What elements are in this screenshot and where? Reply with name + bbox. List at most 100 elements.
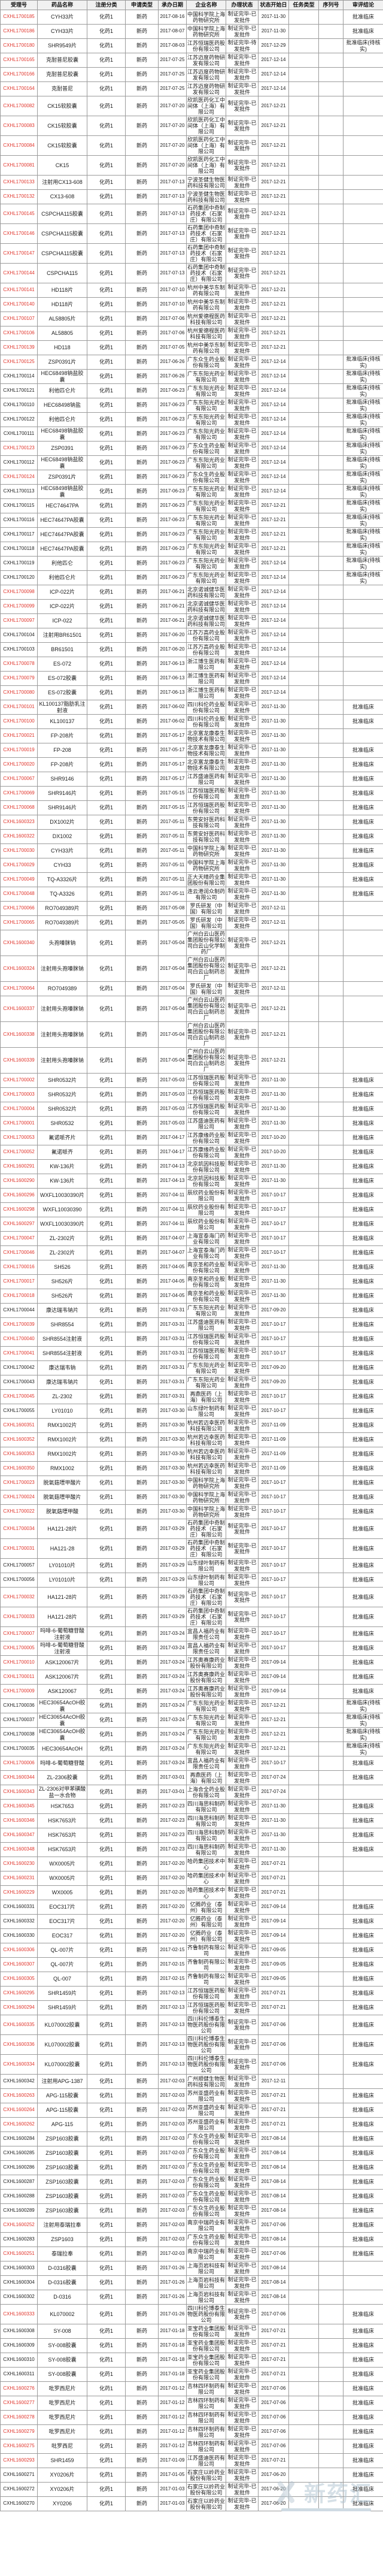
acceptance-no-link[interactable]: CXHL1600306 [3, 1947, 35, 1953]
acceptance-no-link[interactable]: CXHL1700048 [3, 891, 35, 897]
acceptance-no-link[interactable]: CXHL1700180 [3, 43, 35, 49]
acceptance-no-link[interactable]: CXHL1700002 [3, 1077, 35, 1083]
acceptance-no-link[interactable]: CXHL1700082 [3, 102, 35, 108]
acceptance-no-link[interactable]: CXHL1700024 [3, 1494, 35, 1500]
acceptance-no-link[interactable]: CXHL1700164 [3, 86, 35, 92]
acceptance-no-link[interactable]: CXHL1700016 [3, 1264, 35, 1270]
acceptance-no-link[interactable]: CXHL1600298 [3, 1207, 35, 1213]
acceptance-no-link[interactable]: CXHL1700031 [3, 1545, 35, 1551]
acceptance-no-link[interactable]: CXHL1700069 [3, 790, 35, 796]
acceptance-no-link[interactable]: CXHL1600350 [3, 1465, 35, 1471]
acceptance-no-link[interactable]: CXHL1700022 [3, 1508, 35, 1514]
acceptance-no-link[interactable]: CXHL1700021 [3, 733, 35, 739]
acceptance-no-link[interactable]: CXHL1700019 [3, 747, 35, 753]
acceptance-no-link[interactable]: CXHL1700141 [3, 287, 35, 293]
acceptance-no-link[interactable]: CXHL1600336 [3, 2041, 35, 2047]
acceptance-no-link[interactable]: CXHL1700023 [3, 1480, 35, 1486]
acceptance-no-link[interactable]: CXHL1700101 [3, 704, 35, 710]
acceptance-no-link[interactable]: CXHL1700030 [3, 848, 35, 854]
acceptance-no-link[interactable]: CXHL1700006 [3, 1760, 35, 1766]
acceptance-no-link[interactable]: CXHL1700064 [3, 985, 35, 991]
acceptance-no-link[interactable]: CXHL1600348 [3, 1846, 35, 1852]
acceptance-no-link[interactable]: CXHL1700124 [3, 474, 35, 480]
acceptance-no-link[interactable]: CXHL1700083 [3, 122, 35, 128]
acceptance-no-link[interactable]: CXHL1600338 [3, 1031, 35, 1037]
acceptance-no-link[interactable]: CXHL1700001 [3, 1120, 35, 1126]
acceptance-no-link[interactable]: CXHL1600229 [3, 1889, 35, 1895]
acceptance-no-link[interactable]: CXHL1600337 [3, 1005, 35, 1011]
acceptance-no-link[interactable]: CXHL1700185 [3, 14, 35, 20]
acceptance-no-link[interactable]: CXHL1700068 [3, 805, 35, 811]
acceptance-no-link[interactable]: CXHL1600262 [3, 2121, 35, 2127]
acceptance-no-link[interactable]: CXHL1700140 [3, 301, 35, 307]
acceptance-no-link[interactable]: CXHL1700147 [3, 250, 35, 256]
acceptance-no-link[interactable]: CXHL1600290 [3, 1178, 35, 1184]
acceptance-no-link[interactable]: CXHL1700100 [3, 718, 35, 724]
acceptance-no-link[interactable]: CXHL1700186 [3, 28, 35, 34]
acceptance-no-link[interactable]: CXHL1700165 [3, 57, 35, 63]
acceptance-no-link[interactable]: CXHL1600277 [3, 2400, 35, 2406]
acceptance-no-link[interactable]: CXHL1700034 [3, 1525, 35, 1531]
acceptance-no-link[interactable]: CXHL1600323 [3, 819, 35, 825]
acceptance-no-link[interactable]: CXHL1700144 [3, 270, 35, 276]
acceptance-no-link[interactable]: CXHL1600291 [3, 1163, 35, 1169]
acceptance-no-link[interactable]: CXHL1600339 [3, 1057, 35, 1063]
acceptance-no-link[interactable]: CXHL1600252 [3, 2222, 35, 2228]
acceptance-no-link[interactable]: CXHL1600333 [3, 2311, 35, 2317]
acceptance-no-link[interactable]: CXHL1600324 [3, 965, 35, 971]
acceptance-no-link[interactable]: CXHL1700125 [3, 359, 35, 365]
acceptance-no-link[interactable]: CXHL1700123 [3, 445, 35, 451]
acceptance-no-link[interactable]: CXHL1700018 [3, 1293, 35, 1299]
acceptance-no-link[interactable]: CXHL1700079 [3, 675, 35, 681]
acceptance-no-link[interactable]: CXHL1700017 [3, 1278, 35, 1284]
acceptance-no-link[interactable]: CXHL1600275 [3, 2443, 35, 2449]
acceptance-no-link[interactable]: CXHL1600335 [3, 2021, 35, 2027]
acceptance-no-link[interactable]: CXHL1700004 [3, 1106, 35, 1112]
acceptance-no-link[interactable]: CXHL1700039 [3, 1322, 35, 1328]
acceptance-no-link[interactable]: CXHL1600345 [3, 1803, 35, 1809]
acceptance-no-link[interactable]: CXHL1600340 [3, 939, 35, 945]
acceptance-no-link[interactable]: CXHL1600264 [3, 2107, 35, 2113]
acceptance-no-link[interactable]: CXHL1600297 [3, 1221, 35, 1227]
acceptance-no-link[interactable]: CXHL1600276 [3, 2385, 35, 2391]
acceptance-no-link[interactable]: CXHL1600343 [3, 1789, 35, 1795]
acceptance-no-link[interactable]: CXHL1700099 [3, 603, 35, 609]
acceptance-no-link[interactable]: CXHL1700084 [3, 142, 35, 148]
acceptance-no-link[interactable]: CXHL1700020 [3, 761, 35, 767]
acceptance-no-link[interactable]: CXHL1700139 [3, 344, 35, 350]
acceptance-no-link[interactable]: CXHL1700081 [3, 162, 35, 168]
acceptance-no-link[interactable]: CXHL1700097 [3, 618, 35, 624]
acceptance-no-link[interactable]: CXHL1600278 [3, 2414, 35, 2420]
acceptance-no-link[interactable]: CXHL1700041 [3, 1350, 35, 1356]
acceptance-no-link[interactable]: CXHL1700047 [3, 1235, 35, 1241]
acceptance-no-link[interactable]: CXHL1600294 [3, 2004, 35, 2010]
acceptance-no-link[interactable]: CXHL1700098 [3, 589, 35, 595]
acceptance-no-link[interactable]: CXHL1700052 [3, 1149, 35, 1155]
acceptance-no-link[interactable]: CXHL1600347 [3, 1832, 35, 1838]
acceptance-no-link[interactable]: CXHL1700033 [3, 1613, 35, 1619]
acceptance-no-link[interactable]: CXHL1600296 [3, 1192, 35, 1198]
acceptance-no-link[interactable]: CXHL1700046 [3, 1250, 35, 1256]
acceptance-no-link[interactable]: CXHL1700080 [3, 690, 35, 696]
acceptance-no-link[interactable]: CXHL1600305 [3, 1976, 35, 1982]
acceptance-no-link[interactable]: CXHL1700106 [3, 330, 35, 336]
acceptance-no-link[interactable]: CXHL1700145 [3, 210, 35, 216]
acceptance-no-link[interactable]: CXHL1600279 [3, 2429, 35, 2435]
acceptance-no-link[interactable]: CXHL1600230 [3, 1861, 35, 1867]
acceptance-no-link[interactable]: CXHL1700078 [3, 661, 35, 667]
acceptance-no-link[interactable]: CXHL1700007 [3, 1631, 35, 1637]
acceptance-no-link[interactable]: CXHL1600346 [3, 1818, 35, 1824]
acceptance-no-link[interactable]: CXHL1700066 [3, 905, 35, 911]
acceptance-no-link[interactable]: CXHL1600307 [3, 1961, 35, 1967]
acceptance-no-link[interactable]: CXHL1600293 [3, 2457, 35, 2463]
acceptance-no-link[interactable]: CXHL1700049 [3, 876, 35, 882]
acceptance-no-link[interactable]: CXHL1600231 [3, 1875, 35, 1881]
acceptance-no-link[interactable]: CXHL1700045 [3, 1393, 35, 1399]
acceptance-no-link[interactable]: CXHL1700146 [3, 230, 35, 236]
acceptance-no-link[interactable]: CXHL1700009 [3, 1688, 35, 1694]
acceptance-no-link[interactable]: CXHL1700029 [3, 862, 35, 868]
acceptance-no-link[interactable]: CXHL1600353 [3, 1451, 35, 1457]
acceptance-no-link[interactable]: CXHL1700011 [3, 1674, 35, 1680]
acceptance-no-link[interactable]: CXHL1600263 [3, 2093, 35, 2099]
acceptance-no-link[interactable]: CXHL1600344 [3, 1774, 35, 1780]
